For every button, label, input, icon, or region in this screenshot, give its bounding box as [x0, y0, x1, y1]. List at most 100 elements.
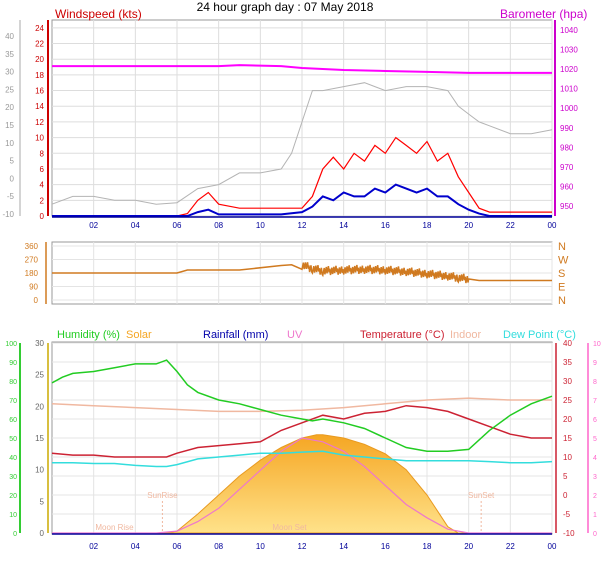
- annotation-label: SunSet: [468, 491, 495, 500]
- direction-tick-label: 360: [25, 242, 39, 251]
- humidity-tick-label: 100: [5, 341, 17, 348]
- annotation-label: Moon Rise: [95, 523, 134, 532]
- legend-item: Dew Point (°C): [503, 329, 576, 341]
- uv-tick-label: 4: [593, 455, 597, 462]
- temp-x-labels: 02 04 06 08 10 12 14 16 18 20 22 00: [52, 533, 557, 551]
- baro-tick-label: 950: [560, 202, 574, 211]
- legend-item: Humidity (%): [57, 329, 120, 341]
- legend-item: Solar: [126, 329, 152, 341]
- temperature-line: [51, 404, 552, 458]
- humidity-tick-label: 20: [9, 493, 17, 500]
- x-tick-label: 16: [381, 542, 390, 551]
- gray-tick-label: -5: [7, 192, 15, 201]
- solar-tick-label: 25: [35, 371, 44, 380]
- humidity-line: [51, 359, 553, 453]
- wind-direction-line: [52, 262, 552, 284]
- baro-tick-label: 960: [560, 183, 574, 192]
- temp-tick-label: -5: [563, 510, 571, 519]
- dewpoint-line: [52, 450, 553, 468]
- uv-tick-label: 8: [593, 379, 597, 386]
- uv-tick-label: 1: [593, 512, 597, 519]
- wind-tick-label: 6: [40, 165, 45, 174]
- x-tick-label: 22: [506, 542, 515, 551]
- temp-tick-label: 5: [563, 472, 568, 481]
- uv-line: [52, 437, 552, 534]
- direction-grid: [52, 242, 553, 304]
- temp-tick-label: 15: [563, 434, 572, 443]
- sun-moon-annotations: SunRise SunSet Moon Rise Moon Set: [95, 491, 495, 533]
- baro-tick-label: 980: [560, 143, 574, 152]
- x-tick-label: 04: [131, 221, 140, 230]
- gray-tick-label: 20: [5, 103, 14, 112]
- wind-average-line: [52, 183, 552, 217]
- x-tick-label: 06: [173, 542, 182, 551]
- wind-tick-label: 8: [40, 149, 45, 158]
- uv-tick-label: 5: [593, 436, 597, 443]
- wind-x-labels: 02 04 06 08 10 12 14 16 18 20 22 00: [52, 216, 557, 230]
- humidity-tick-label: 10: [9, 512, 17, 519]
- direction-tick-label: 90: [29, 283, 38, 292]
- gray-tick-label: 25: [5, 85, 14, 94]
- wind-grid: [52, 20, 553, 217]
- chart-title: 24 hour graph day : 07 May 2018: [197, 0, 374, 14]
- x-tick-label: 14: [339, 542, 348, 551]
- x-tick-label: 16: [381, 221, 390, 230]
- gray-tick-label: 10: [5, 139, 14, 148]
- x-tick-label: 18: [423, 221, 432, 230]
- uv-tick-label: 2: [593, 493, 597, 500]
- humidity-tick-label: 60: [9, 417, 17, 424]
- compass-label: E: [558, 282, 565, 294]
- gray-tick-label: 5: [10, 157, 15, 166]
- baro-axis-label: Barometer (hpa): [500, 7, 587, 21]
- wind-tick-label: 12: [35, 118, 44, 127]
- annotation-label: SunRise: [147, 491, 178, 500]
- compass-label: W: [558, 255, 569, 267]
- gray-tick-label: 15: [5, 121, 14, 130]
- humidity-tick-label: 30: [9, 474, 17, 481]
- legend-item: UV: [287, 329, 303, 341]
- humidity-tick-label: 70: [9, 398, 17, 405]
- x-tick-label: 20: [464, 221, 473, 230]
- wind-tick-label: 22: [35, 40, 44, 49]
- baro-tick-label: 1020: [560, 65, 578, 74]
- uv-tick-label: 3: [593, 474, 597, 481]
- wind-tick-label: 18: [35, 71, 44, 80]
- x-tick-label: 18: [423, 542, 432, 551]
- direction-tick-label: 180: [25, 269, 39, 278]
- legend-item: Rainfall (mm): [203, 329, 268, 341]
- wind-tick-label: 0: [40, 212, 45, 221]
- wind-tick-label: 10: [35, 134, 44, 143]
- wind-tick-label: 16: [35, 87, 44, 96]
- uv-tick-label: 0: [593, 531, 597, 538]
- x-tick-label: 02: [89, 542, 98, 551]
- x-tick-label: 00: [548, 221, 557, 230]
- baro-tick-label: 1040: [560, 26, 578, 35]
- uv-tick-label: 9: [593, 360, 597, 367]
- wind-tick-label: 24: [35, 24, 44, 33]
- gray-tick-label: 40: [5, 32, 14, 41]
- x-tick-label: 06: [173, 221, 182, 230]
- temp-tick-label: 10: [563, 453, 572, 462]
- temp-tick-label: 20: [563, 415, 572, 424]
- x-tick-label: 08: [214, 221, 223, 230]
- legend-item: Temperature (°C): [360, 329, 444, 341]
- gray-tick-label: -10: [2, 210, 14, 219]
- temp-tick-label: 40: [563, 339, 572, 348]
- compass-label: N: [558, 241, 566, 253]
- compass-label: N: [558, 295, 566, 307]
- humidity-tick-label: 40: [9, 455, 17, 462]
- solar-tick-label: 30: [35, 339, 44, 348]
- solar-tick-label: 0: [40, 529, 45, 538]
- gray-series-line: [51, 82, 553, 205]
- legend-item: Indoor: [450, 329, 482, 341]
- direction-tick-label: 0: [34, 296, 39, 305]
- solar-tick-label: 20: [35, 402, 44, 411]
- humidity-tick-label: 90: [9, 360, 17, 367]
- uv-tick-label: 6: [593, 417, 597, 424]
- solar-tick-label: 5: [40, 497, 45, 506]
- x-tick-label: 00: [548, 542, 557, 551]
- baro-tick-label: 1030: [560, 45, 578, 54]
- x-tick-label: 10: [256, 542, 265, 551]
